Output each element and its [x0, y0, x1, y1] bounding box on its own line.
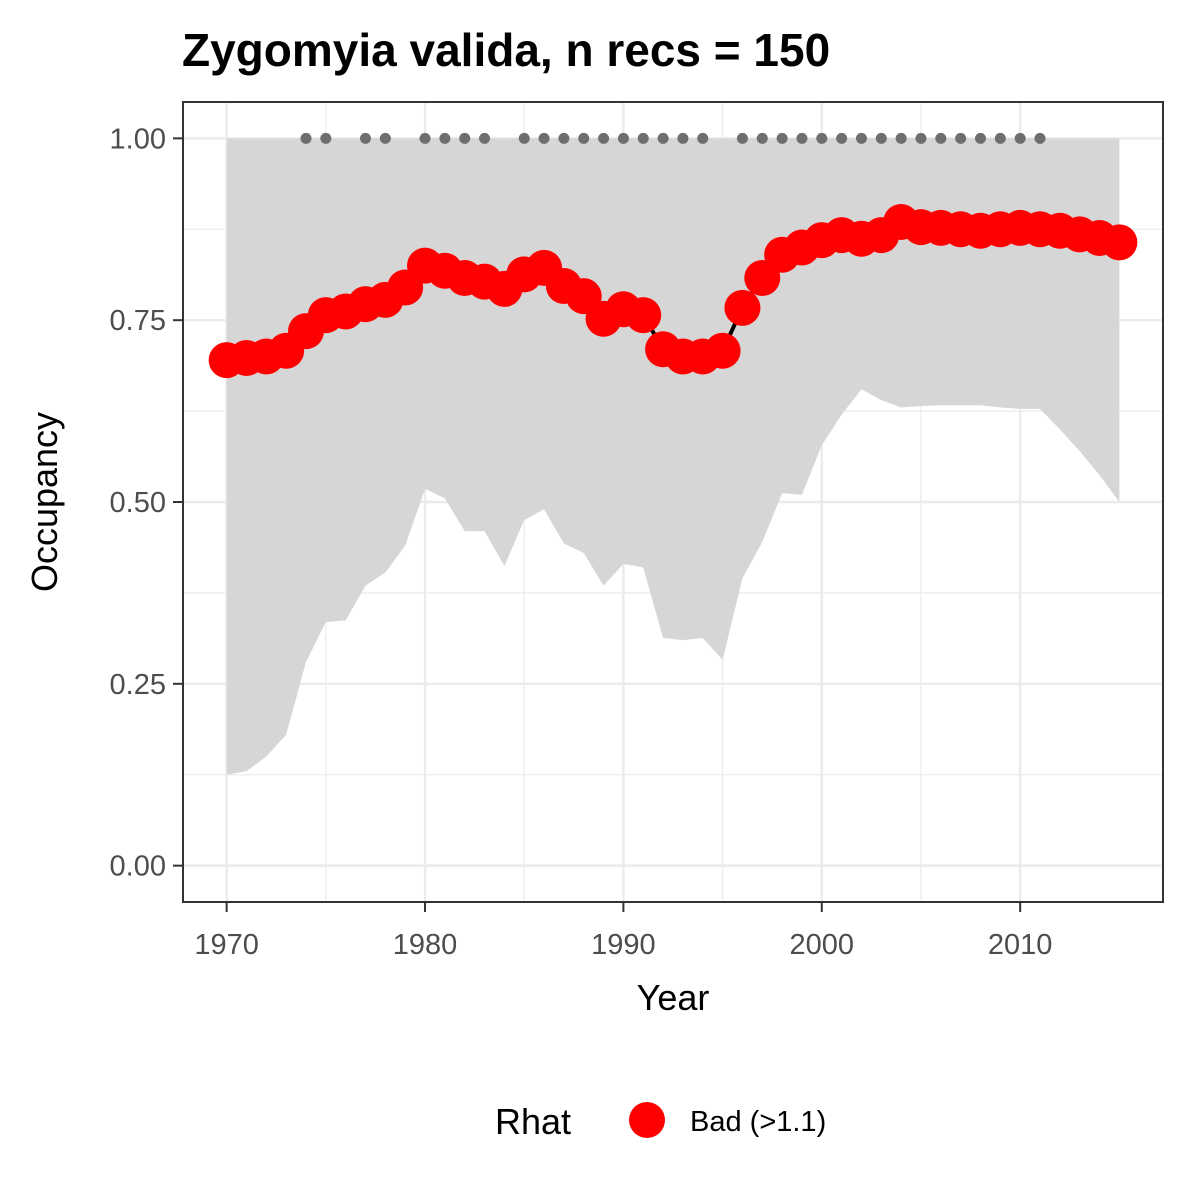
legend-title: Rhat	[495, 1101, 571, 1142]
record-year-dot	[736, 132, 748, 144]
y-tick-label: 0.25	[110, 669, 166, 701]
record-year-dot	[1034, 132, 1046, 144]
legend: Rhat Bad (>1.1)	[495, 1101, 826, 1142]
record-year-dot	[697, 132, 709, 144]
occupancy-point	[1101, 224, 1138, 261]
y-axis-title: Occupancy	[24, 412, 65, 592]
x-tick-label: 1970	[194, 929, 259, 961]
record-year-dot	[776, 132, 788, 144]
x-axis-title: Year	[637, 977, 710, 1018]
record-year-dot	[836, 132, 848, 144]
record-year-dot	[439, 132, 451, 144]
record-year-dot	[479, 132, 491, 144]
record-year-dot	[598, 132, 610, 144]
chart-title: Zygomyia valida, n recs = 150	[182, 24, 830, 76]
x-tick-label: 1990	[591, 929, 656, 961]
occupancy-point	[625, 297, 662, 334]
x-tick-label: 2010	[988, 929, 1053, 961]
record-year-dot	[875, 132, 887, 144]
record-year-dot	[1014, 132, 1026, 144]
record-year-dot	[974, 132, 986, 144]
record-year-dot	[955, 132, 967, 144]
occupancy-point	[724, 289, 761, 326]
record-year-dot	[855, 132, 867, 144]
legend-key-point	[629, 1102, 665, 1138]
record-year-dot	[915, 132, 927, 144]
y-axis-ticks: 0.00 0.25 0.50 0.75 1.00	[110, 123, 183, 883]
credible-interval-ribbon	[226, 138, 1120, 775]
record-year-dot	[994, 132, 1006, 144]
record-year-dot	[419, 132, 431, 144]
legend-label: Bad (>1.1)	[690, 1106, 826, 1138]
record-year-dot	[657, 132, 669, 144]
record-year-dot	[538, 132, 550, 144]
record-year-dot	[756, 132, 768, 144]
credible-interval-layer	[226, 138, 1120, 775]
occupancy-points	[208, 204, 1138, 379]
y-tick-label: 0.00	[110, 851, 166, 883]
record-year-dot	[518, 132, 530, 144]
record-year-dot	[796, 132, 808, 144]
record-year-dot	[320, 132, 332, 144]
record-year-dots	[300, 132, 1046, 144]
record-year-dot	[617, 132, 629, 144]
record-year-dot	[558, 132, 570, 144]
record-year-dot	[895, 132, 907, 144]
y-tick-label: 1.00	[110, 123, 166, 155]
occupancy-point	[704, 332, 741, 369]
record-year-dot	[578, 132, 590, 144]
record-year-dot	[816, 132, 828, 144]
y-tick-label: 0.75	[110, 305, 166, 337]
record-year-dot	[459, 132, 471, 144]
x-axis-ticks: 1970 1980 1990 2000 2010	[194, 902, 1052, 961]
record-year-dot	[379, 132, 391, 144]
record-year-dot	[300, 132, 312, 144]
x-tick-label: 1980	[393, 929, 458, 961]
record-year-dot	[360, 132, 372, 144]
record-year-dot	[935, 132, 947, 144]
record-year-dot	[637, 132, 649, 144]
record-year-dot	[677, 132, 689, 144]
x-tick-label: 2000	[790, 929, 855, 961]
y-tick-label: 0.50	[110, 487, 166, 519]
